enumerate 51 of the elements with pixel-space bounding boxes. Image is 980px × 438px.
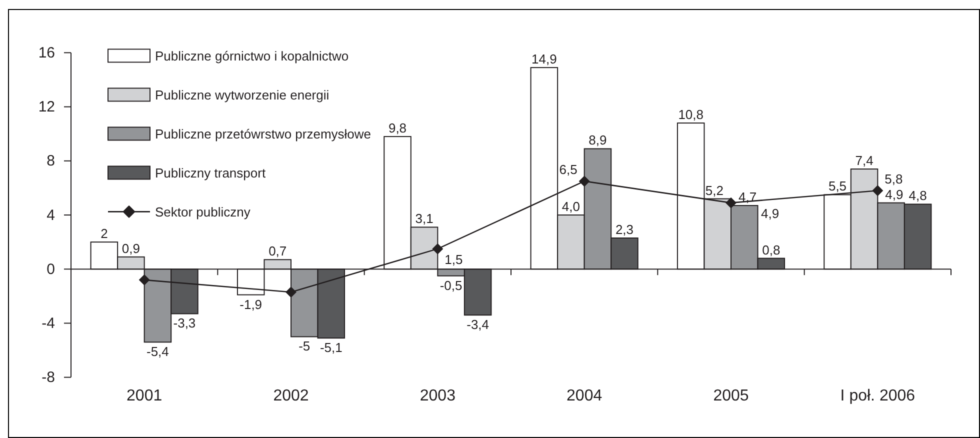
legend-label: Publiczne wytworzenie energii [155, 87, 330, 102]
y-tick-label: 8 [46, 152, 55, 170]
y-tick-label: 4 [46, 206, 55, 224]
data-label: 2 [100, 226, 108, 242]
y-tick-label: -4 [42, 315, 55, 332]
data-label: -3,4 [466, 317, 490, 332]
data-label: 5,2 [705, 182, 724, 198]
data-label: -1,9 [240, 296, 262, 312]
data-label: 6,5 [559, 162, 578, 178]
x-tick-label: 2004 [566, 388, 602, 405]
y-tick-label: -8 [42, 369, 55, 386]
x-tick-label: 2002 [273, 388, 309, 405]
point [138, 274, 150, 286]
point [726, 197, 736, 208]
data-label: 5,5 [828, 178, 847, 194]
data-label: 0,9 [122, 240, 140, 256]
y-tick-label: 0 [46, 260, 55, 278]
data-label: 2,3 [615, 222, 634, 237]
point [286, 286, 296, 298]
data-label: -5,1 [320, 340, 342, 356]
x-tick-label: 2005 [713, 388, 749, 405]
point [432, 243, 444, 254]
data-label: 0,8 [762, 242, 780, 258]
data-label: 4,9 [761, 206, 780, 221]
legend-label: Sektor publiczny [155, 204, 251, 220]
data-label: 8,9 [588, 132, 607, 148]
point [578, 176, 590, 187]
x-tick-label: I poł. 2006 [840, 388, 916, 405]
data-label: 7,4 [855, 153, 874, 168]
data-label: -5 [298, 338, 310, 354]
data-label: -5,4 [146, 344, 169, 360]
legend-label: Publiczny transport [155, 165, 266, 180]
legend-label: Publiczne przetówrstwo przemysłowe [155, 126, 372, 142]
data-label: 14,9 [532, 52, 557, 67]
point [872, 185, 884, 196]
data-label: 10,8 [678, 107, 704, 122]
data-label: 5,8 [884, 172, 903, 187]
data-label: 4,8 [908, 188, 927, 204]
legend-label: Publiczne górnictwo i kopalnictwo [155, 48, 349, 64]
data-label: 9,8 [388, 120, 407, 136]
data-label: 1,5 [444, 252, 463, 267]
data-label: 4,9 [885, 186, 904, 202]
data-label: 3,1 [415, 211, 434, 226]
data-label: 4,0 [562, 199, 580, 214]
data-label: -3,3 [173, 316, 196, 331]
data-label: -0,5 [440, 278, 462, 293]
y-tick-label: 12 [38, 98, 55, 116]
x-tick-label: 2001 [126, 388, 162, 405]
x-tick-label: 2003 [420, 388, 456, 405]
data-label: 0,7 [268, 244, 287, 259]
y-tick-label: 16 [38, 44, 55, 62]
